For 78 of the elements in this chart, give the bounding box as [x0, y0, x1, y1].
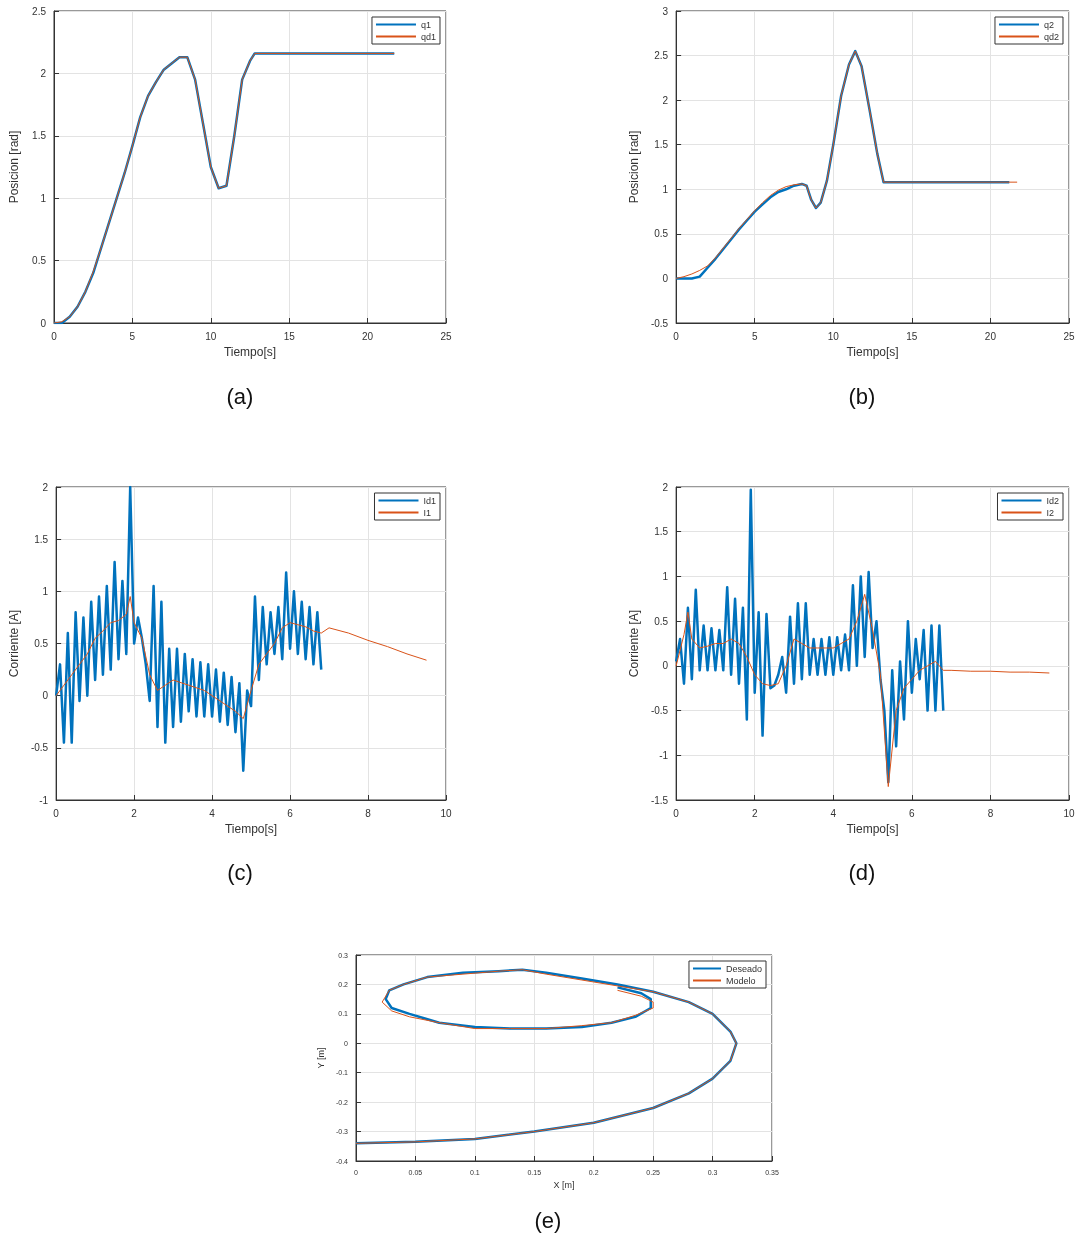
y-tick-label: -1: [659, 749, 669, 761]
x-tick-label: 2: [131, 807, 138, 819]
y-axis-title: Posicion [rad]: [627, 130, 641, 204]
x-axis-title: Tiempo[s]: [223, 344, 277, 359]
x-tick-label: 4: [209, 807, 216, 819]
text: (c): [226, 860, 254, 886]
y-tick-label: -1: [39, 794, 49, 806]
legend-label: I2: [1046, 507, 1054, 518]
y-tick-label: -0.5: [650, 705, 669, 717]
y-tick-label: 2.5: [654, 50, 669, 62]
x-tick-label: 8: [987, 807, 994, 819]
y-tick-label: -1.5: [650, 794, 669, 806]
x-tick-label: 10: [205, 330, 217, 342]
x-tick-label: 5: [751, 330, 758, 342]
text: (b): [847, 384, 877, 410]
y-tick-label: 2.5: [32, 5, 47, 17]
x-axis-title: Tiempo[s]: [846, 821, 899, 836]
y-axis-title: Corriente [A]: [7, 609, 21, 678]
y-tick-label: -0.5: [30, 742, 49, 754]
x-tick-label: 25: [1063, 330, 1075, 342]
x-tick-label: 2: [751, 807, 758, 819]
legend-label: q2: [1043, 19, 1054, 30]
y-axis-title: Posicion [rad]: [7, 130, 21, 204]
x-tick-label: 4: [830, 807, 837, 819]
y-tick-label: 2: [662, 94, 669, 106]
x-tick-label: 25: [440, 330, 452, 342]
x-tick-label: 0: [673, 807, 680, 819]
y-tick-label: 1: [42, 585, 49, 597]
legend-label: Modelo: [725, 975, 756, 986]
y-tick-label: 1.5: [654, 526, 669, 538]
x-axis-title: Tiempo[s]: [224, 821, 278, 836]
y-tick-label: 1: [40, 192, 47, 204]
legend-label: Deseado: [725, 963, 762, 974]
legend-label: I1: [423, 507, 431, 518]
y-tick-label: -0.5: [650, 317, 669, 329]
y-tick-label: 0.5: [654, 615, 669, 627]
x-tick-label: 10: [1063, 807, 1075, 819]
y-tick-label: 0: [662, 272, 669, 284]
x-tick-label: 5: [129, 330, 136, 342]
text: (a): [225, 384, 255, 410]
y-tick-label: 2: [42, 481, 49, 493]
y-tick-label: 0: [40, 317, 47, 329]
x-tick-label: 0: [51, 330, 58, 342]
y-tick-label: 0: [42, 690, 49, 702]
x-tick-label: 6: [287, 807, 294, 819]
y-tick-label: 0.5: [654, 228, 669, 240]
legend-label: q1: [420, 19, 431, 30]
x-tick-label: 20: [984, 330, 997, 342]
x-axis-title: Tiempo[s]: [846, 344, 899, 359]
legend-label: qd1: [420, 31, 437, 42]
y-tick-label: 1.5: [32, 130, 47, 142]
text: (d): [847, 860, 877, 886]
y-tick-label: 1: [662, 183, 669, 195]
x-tick-label: 6: [909, 807, 916, 819]
x-tick-label: 10: [827, 330, 840, 342]
y-axis-title: Corriente [A]: [627, 609, 641, 678]
y-tick-label: 1.5: [654, 139, 669, 151]
x-tick-label: 0: [53, 807, 60, 819]
x-tick-label: 15: [906, 330, 918, 342]
y-tick-label: 1: [662, 570, 669, 582]
text: (e): [533, 1208, 563, 1234]
legend-label: Id2: [1046, 495, 1059, 506]
x-tick-label: 10: [440, 807, 452, 819]
x-tick-label: 8: [365, 807, 372, 819]
y-tick-label: 2: [662, 481, 669, 493]
y-tick-label: 0.5: [34, 638, 49, 649]
y-tick-label: 0: [662, 660, 669, 672]
y-axis-title: Y [m]: [315, 1047, 326, 1069]
legend-label: Id1: [423, 495, 436, 506]
y-tick-label: 1.5: [34, 533, 49, 545]
y-tick-label: 3: [662, 5, 669, 17]
legend-label: qd2: [1043, 31, 1060, 42]
y-tick-label: 0.5: [32, 255, 47, 267]
x-tick-label: 15: [283, 330, 296, 342]
x-tick-label: 0: [673, 330, 680, 342]
y-tick-label: 2: [40, 67, 47, 79]
x-tick-label: 20: [362, 330, 374, 342]
x-axis-title: X [m]: [553, 1180, 575, 1191]
